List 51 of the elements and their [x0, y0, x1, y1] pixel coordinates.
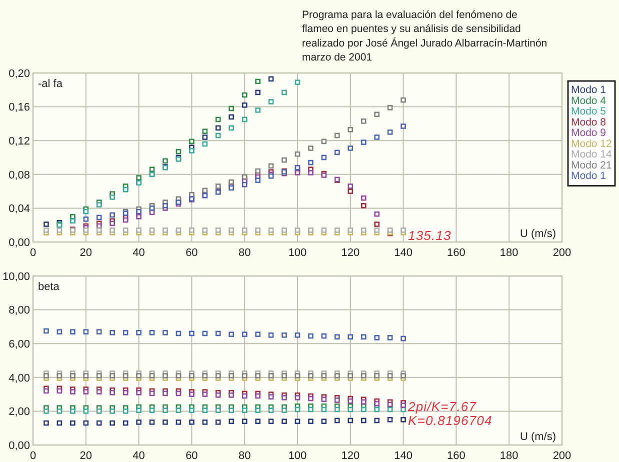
- x-tick-label: 0: [30, 247, 36, 259]
- x-tick-label: 180: [500, 450, 518, 462]
- x-tick-label: 0: [30, 450, 36, 462]
- y-tick-label: 0,00: [8, 440, 30, 452]
- text: Modo 1: [571, 170, 606, 182]
- x-tick-label: 180: [500, 247, 518, 259]
- y-axis-title: -al fa: [38, 78, 64, 90]
- x-tick-label: 60: [186, 247, 198, 259]
- text: Modo 1: [571, 84, 606, 96]
- x-tick-label: 20: [80, 450, 92, 462]
- x-tick-label: 140: [394, 247, 412, 259]
- y-tick-label: 0,08: [8, 169, 30, 182]
- y-tick-label: 6,00: [8, 338, 30, 350]
- x-tick-label: 200: [552, 450, 572, 462]
- text: Modo 14: [571, 148, 612, 160]
- text: Modo 5: [571, 106, 606, 118]
- x-tick-label: 80: [238, 450, 251, 462]
- y-tick-label: 8,00: [8, 304, 30, 317]
- x-tick-label: 160: [447, 450, 466, 462]
- text: Modo 21: [571, 159, 612, 172]
- chart-title: Programa para la evaluación del fenómeno de flameo en puentes y su análisis de sensibilidad realizado por José Ángel Jurado Albarracín-Martinón marzo de 2001: [302, 9, 550, 64]
- x-tick-label: 160: [447, 247, 466, 259]
- y-tick-label: 0,00: [8, 236, 30, 249]
- x-axis-title: U (m/s): [520, 431, 556, 443]
- text: Modo 8: [571, 116, 606, 128]
- annotation: 2pi/K=7.67: [407, 399, 477, 414]
- y-tick-label: 0,20: [8, 68, 30, 80]
- x-tick-label: 120: [341, 450, 360, 462]
- x-tick-label: 100: [288, 450, 307, 462]
- x-tick-label: 200: [552, 247, 572, 259]
- x-tick-label: 80: [238, 247, 251, 259]
- x-tick-label: 100: [288, 247, 307, 259]
- y-tick-label: 4,00: [8, 372, 30, 384]
- x-tick-label: 60: [186, 450, 198, 462]
- y-axis-title: beta: [38, 281, 60, 293]
- y-tick-label: 0,16: [8, 102, 30, 114]
- text: Modo 4: [571, 94, 606, 107]
- text: Modo 12: [571, 138, 612, 150]
- x-tick-label: 120: [341, 247, 360, 259]
- text: Modo 9: [571, 127, 606, 139]
- y-tick-label: 2,00: [8, 406, 30, 418]
- x-tick-label: 40: [132, 247, 145, 259]
- y-tick-label: 0,04: [8, 203, 30, 216]
- annotation: K=0.8196704: [408, 413, 492, 428]
- x-tick-label: 40: [132, 450, 145, 462]
- x-tick-label: 20: [80, 247, 92, 259]
- annotation: 135.13: [408, 228, 452, 243]
- y-tick-label: 10,00: [2, 270, 30, 283]
- x-axis-title: U (m/s): [520, 228, 556, 240]
- y-tick-label: 0,12: [8, 135, 30, 148]
- x-tick-label: 140: [394, 450, 412, 462]
